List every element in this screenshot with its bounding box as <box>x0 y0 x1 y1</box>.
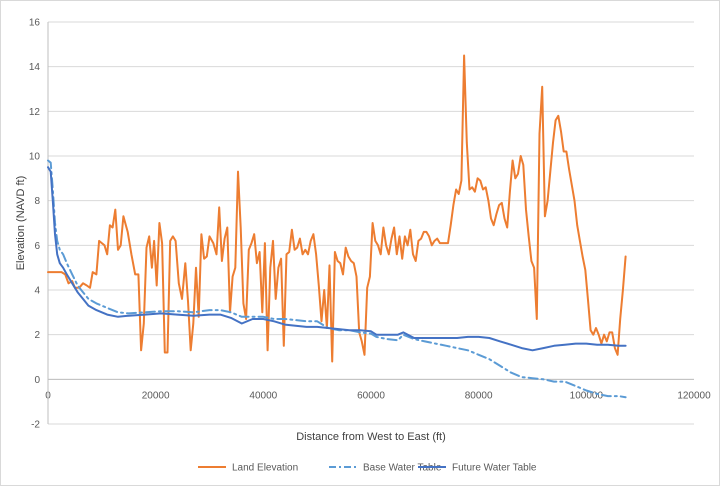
y-tick-labels: -2 0 2 4 6 8 10 12 14 16 <box>29 18 41 431</box>
legend-label: Future Water Table <box>452 463 537 474</box>
y-tick-label: 14 <box>29 62 41 73</box>
y-tick-label: 0 <box>34 375 40 386</box>
x-tick-label: 100000 <box>570 390 604 401</box>
y-tick-label: 16 <box>29 18 41 29</box>
legend-label: Base Water Table <box>363 463 442 474</box>
legend-label: Land Elevation <box>232 463 298 474</box>
series-line-base-water-table <box>47 159 627 399</box>
y-tick-label: 2 <box>34 330 40 341</box>
y-tick-label: 6 <box>34 241 40 252</box>
x-tick-label: 80000 <box>465 390 493 401</box>
y-tick-label: 4 <box>34 286 40 297</box>
series-line-land-elevation <box>47 54 627 363</box>
y-tick-label: 12 <box>29 107 41 118</box>
y-tick-label: 10 <box>29 152 41 163</box>
y-axis-title: Elevation (NAVD ft) <box>15 176 27 271</box>
x-tick-label: 40000 <box>249 390 277 401</box>
y-tick-label: 8 <box>34 196 40 207</box>
x-tick-label: 60000 <box>357 390 385 401</box>
x-axis-title: Distance from West to East (ft) <box>296 431 446 443</box>
legend: Land Elevation Base Water Table Future Wat… <box>198 463 537 474</box>
series-line-future-water-table <box>47 166 627 352</box>
series-layer <box>47 54 627 399</box>
x-tick-label: 20000 <box>142 390 170 401</box>
x-tick-label: 120000 <box>677 390 711 401</box>
y-tick-label: -2 <box>31 420 40 431</box>
